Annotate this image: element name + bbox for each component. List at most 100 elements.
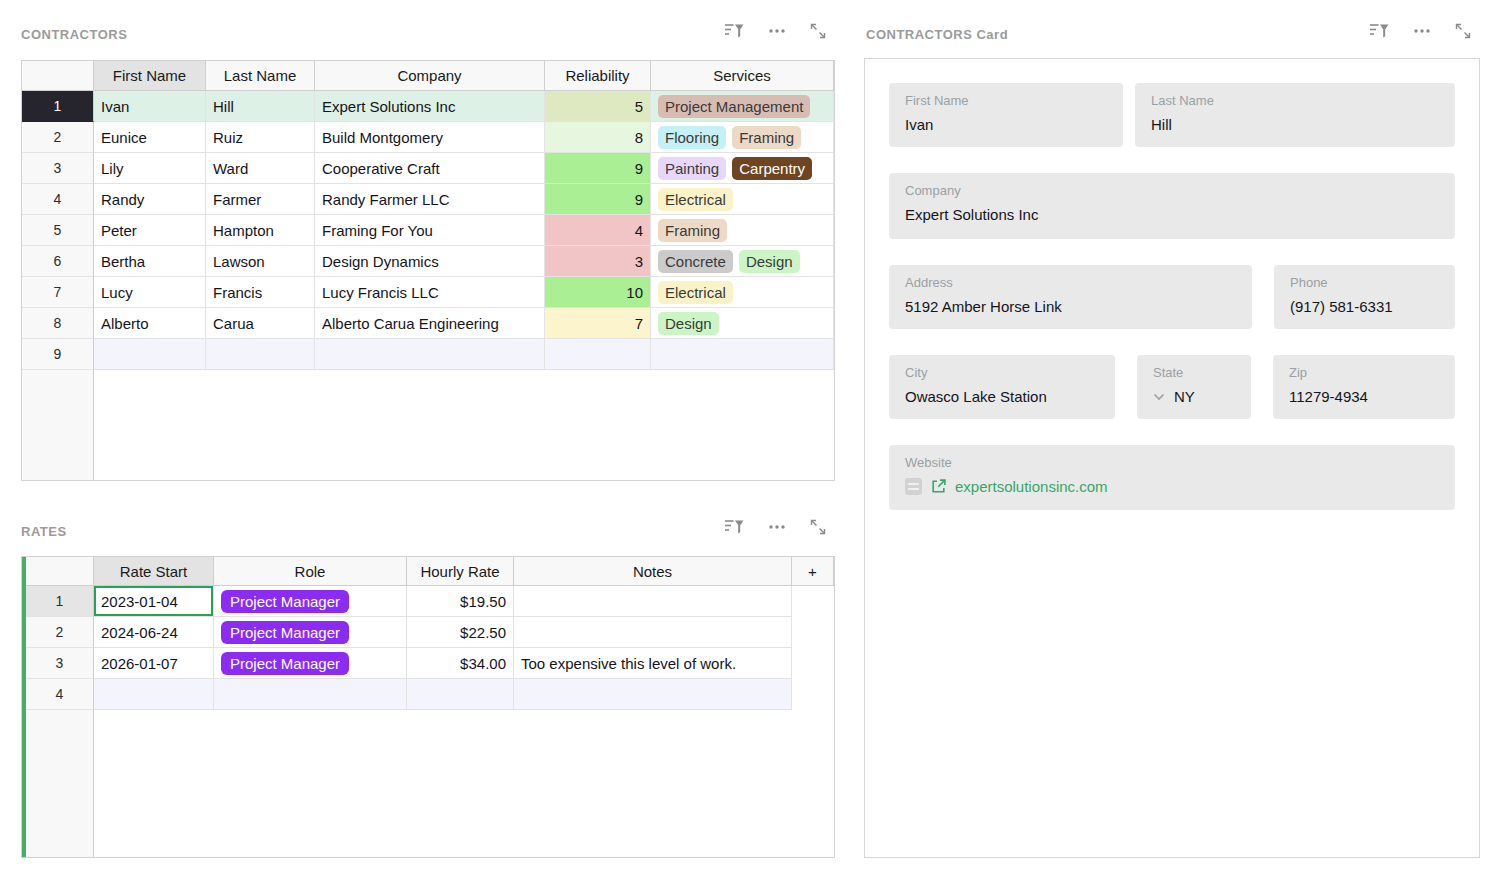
column-header-rate-start[interactable]: Rate Start bbox=[94, 557, 214, 586]
cell-last-name[interactable]: Farmer bbox=[206, 184, 315, 215]
cell-services[interactable]: Framing bbox=[651, 215, 834, 246]
expand-icon[interactable] bbox=[1455, 23, 1471, 39]
address-field[interactable]: Address 5192 Amber Horse Link bbox=[889, 265, 1252, 329]
row-number[interactable]: 2 bbox=[26, 617, 94, 648]
row-number[interactable]: 3 bbox=[22, 153, 94, 184]
cell-services[interactable]: PaintingCarpentry bbox=[651, 153, 834, 184]
cell-last-name[interactable]: Hampton bbox=[206, 215, 315, 246]
cell-first-name[interactable]: Lily bbox=[94, 153, 206, 184]
row-number[interactable]: 8 bbox=[22, 308, 94, 339]
cell-hourly-rate[interactable]: $19.50 bbox=[407, 586, 514, 617]
cell-company[interactable]: Alberto Carua Engineering bbox=[315, 308, 545, 339]
column-header-services[interactable]: Services bbox=[651, 61, 834, 91]
cell-company[interactable]: Expert Solutions Inc bbox=[315, 91, 545, 122]
cell-role[interactable]: Project Manager bbox=[214, 648, 407, 679]
cell-role[interactable] bbox=[214, 679, 407, 710]
row-number[interactable]: 4 bbox=[22, 184, 94, 215]
sort-filter-icon[interactable] bbox=[724, 519, 744, 535]
website-link[interactable]: expertsolutionsinc.com bbox=[955, 478, 1108, 495]
cell-first-name[interactable]: Eunice bbox=[94, 122, 206, 153]
cell-company[interactable]: Lucy Francis LLC bbox=[315, 277, 545, 308]
cell-reliability[interactable]: 7 bbox=[545, 308, 651, 339]
cell-reliability[interactable] bbox=[545, 339, 651, 370]
phone-field[interactable]: Phone (917) 581-6331 bbox=[1274, 265, 1455, 329]
cell-reliability[interactable]: 9 bbox=[545, 184, 651, 215]
column-header-hourly-rate[interactable]: Hourly Rate bbox=[407, 557, 514, 586]
cell-services[interactable]: Project Management bbox=[651, 91, 834, 122]
cell-first-name[interactable]: Lucy bbox=[94, 277, 206, 308]
more-options-icon[interactable] bbox=[768, 524, 786, 530]
cell-reliability[interactable]: 4 bbox=[545, 215, 651, 246]
row-number[interactable]: 7 bbox=[22, 277, 94, 308]
cell-last-name[interactable]: Ward bbox=[206, 153, 315, 184]
row-number[interactable]: 1 bbox=[26, 586, 94, 617]
row-number[interactable]: 2 bbox=[22, 122, 94, 153]
cell-rate-start[interactable]: 2024-06-24 bbox=[94, 617, 214, 648]
more-options-icon[interactable] bbox=[1413, 28, 1431, 34]
row-number[interactable]: 1 bbox=[22, 91, 94, 122]
cell-hourly-rate[interactable] bbox=[407, 679, 514, 710]
cell-company[interactable]: Build Montgomery bbox=[315, 122, 545, 153]
cell-last-name[interactable]: Lawson bbox=[206, 246, 315, 277]
cell-services[interactable]: ConcreteDesign bbox=[651, 246, 834, 277]
more-options-icon[interactable] bbox=[768, 28, 786, 34]
cell-notes[interactable]: Too expensive this level of work. bbox=[514, 648, 792, 679]
column-header-last-name[interactable]: Last Name bbox=[206, 61, 315, 91]
external-link-icon[interactable] bbox=[930, 478, 947, 495]
cell-company[interactable]: Randy Farmer LLC bbox=[315, 184, 545, 215]
column-header-first-name[interactable]: First Name bbox=[94, 61, 206, 91]
cell-notes[interactable] bbox=[514, 617, 792, 648]
expand-icon[interactable] bbox=[810, 519, 826, 535]
cell-reliability[interactable]: 9 bbox=[545, 153, 651, 184]
column-header-role[interactable]: Role bbox=[214, 557, 407, 586]
cell-hourly-rate[interactable]: $34.00 bbox=[407, 648, 514, 679]
website-field[interactable]: Website expertsolutionsinc.com bbox=[889, 445, 1455, 510]
cell-reliability[interactable]: 3 bbox=[545, 246, 651, 277]
state-field[interactable]: State NY bbox=[1137, 355, 1251, 419]
cell-hourly-rate[interactable]: $22.50 bbox=[407, 617, 514, 648]
column-header-reliability[interactable]: Reliability bbox=[545, 61, 651, 91]
cell-company[interactable]: Framing For You bbox=[315, 215, 545, 246]
expand-icon[interactable] bbox=[810, 23, 826, 39]
cell-rate-start[interactable] bbox=[94, 679, 214, 710]
cell-first-name[interactable]: Alberto bbox=[94, 308, 206, 339]
cell-role[interactable]: Project Manager bbox=[214, 617, 407, 648]
sort-filter-icon[interactable] bbox=[724, 23, 744, 39]
cell-services[interactable]: FlooringFraming bbox=[651, 122, 834, 153]
row-number[interactable]: 4 bbox=[26, 679, 94, 710]
cell-reliability[interactable]: 10 bbox=[545, 277, 651, 308]
cell-company[interactable] bbox=[315, 339, 545, 370]
cell-first-name[interactable]: Bertha bbox=[94, 246, 206, 277]
cell-services[interactable]: Electrical bbox=[651, 277, 834, 308]
cell-notes[interactable] bbox=[514, 586, 792, 617]
row-number[interactable]: 6 bbox=[22, 246, 94, 277]
add-column-button[interactable]: + bbox=[792, 557, 834, 586]
cell-first-name[interactable]: Ivan bbox=[94, 91, 206, 122]
cell-last-name[interactable]: Hill bbox=[206, 91, 315, 122]
cell-company[interactable]: Cooperative Craft bbox=[315, 153, 545, 184]
cell-role[interactable]: Project Manager bbox=[214, 586, 407, 617]
cell-reliability[interactable]: 5 bbox=[545, 91, 651, 122]
cell-company[interactable]: Design Dynamics bbox=[315, 246, 545, 277]
detail-card-icon[interactable] bbox=[905, 478, 922, 495]
cell-rate-start[interactable]: 2023-01-04 bbox=[94, 586, 214, 617]
last-name-field[interactable]: Last Name Hill bbox=[1135, 83, 1455, 147]
cell-last-name[interactable]: Carua bbox=[206, 308, 315, 339]
header-gutter-cell[interactable] bbox=[26, 557, 94, 586]
cell-last-name[interactable] bbox=[206, 339, 315, 370]
cell-first-name[interactable] bbox=[94, 339, 206, 370]
cell-first-name[interactable]: Randy bbox=[94, 184, 206, 215]
cell-rate-start[interactable]: 2026-01-07 bbox=[94, 648, 214, 679]
cell-last-name[interactable]: Francis bbox=[206, 277, 315, 308]
first-name-field[interactable]: First Name Ivan bbox=[889, 83, 1123, 147]
chevron-down-icon[interactable] bbox=[1153, 393, 1165, 401]
cell-reliability[interactable]: 8 bbox=[545, 122, 651, 153]
row-number[interactable]: 5 bbox=[22, 215, 94, 246]
cell-services[interactable] bbox=[651, 339, 834, 370]
sort-filter-icon[interactable] bbox=[1369, 23, 1389, 39]
header-gutter-cell[interactable] bbox=[22, 61, 94, 91]
row-number[interactable]: 9 bbox=[22, 339, 94, 370]
cell-last-name[interactable]: Ruiz bbox=[206, 122, 315, 153]
cell-services[interactable]: Electrical bbox=[651, 184, 834, 215]
row-number[interactable]: 3 bbox=[26, 648, 94, 679]
